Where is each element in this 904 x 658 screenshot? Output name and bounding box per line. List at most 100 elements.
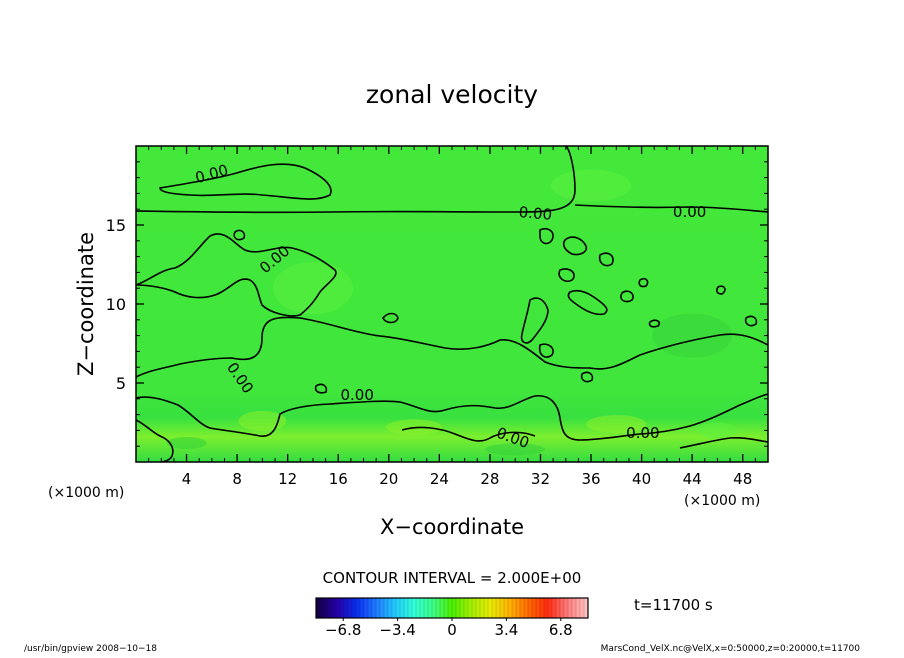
colorbar-cell	[416, 598, 420, 618]
colorbar-cell	[524, 598, 528, 618]
colorbar-cell	[324, 598, 328, 618]
colorbar-cell	[332, 598, 336, 618]
x-axis: 4 8 12 16 20 24 28 32 36 40 44 48	[148, 146, 756, 488]
colorbar-cell	[500, 598, 504, 618]
colorbar-cell	[444, 598, 448, 618]
colorbar-cell	[532, 598, 536, 618]
contour-lines	[136, 146, 768, 462]
contour-interval-text: CONTOUR INTERVAL = 2.000E+00	[323, 569, 582, 587]
x-tick-label: 40	[632, 470, 651, 488]
x-tick-label: 28	[480, 470, 499, 488]
colorbar-cell	[448, 598, 452, 618]
colorbar-cell	[412, 598, 416, 618]
y-tick-label: 15	[106, 216, 126, 235]
x-tick-label: 44	[683, 470, 702, 488]
colorbar-cell	[480, 598, 484, 618]
field-patches	[166, 169, 738, 456]
colorbar-cell	[320, 598, 324, 618]
contour-right-cluster	[520, 227, 634, 358]
colorbar-cell	[392, 598, 396, 618]
colorbar-cell	[556, 598, 560, 618]
colorbar-cell	[352, 598, 356, 618]
colorbar-cell	[452, 598, 456, 618]
colorbar-cell	[372, 598, 376, 618]
colorbar-cell	[460, 598, 464, 618]
field-patch	[166, 437, 207, 450]
field-patch	[652, 313, 733, 358]
x-tick-label: 16	[329, 470, 348, 488]
colorbar-cell	[468, 598, 472, 618]
field-patch	[238, 410, 287, 431]
contour-label: 0.00	[518, 203, 553, 224]
contour-top-lobe	[159, 163, 332, 200]
field-patch	[485, 443, 546, 456]
x-tick-label: 24	[430, 470, 449, 488]
colorbar-tick-label: −3.4	[379, 621, 415, 639]
time-label: t=11700 s	[634, 596, 713, 614]
contour-upper-band	[136, 146, 576, 214]
colorbar-cell	[512, 598, 516, 618]
field-patch	[697, 422, 738, 439]
colorbar-cell	[528, 598, 532, 618]
x-tick-label: 12	[278, 470, 297, 488]
contour-small-closed	[233, 229, 758, 394]
colorbar-cell	[436, 598, 440, 618]
colorbar-cell	[536, 598, 540, 618]
field-patch	[272, 262, 353, 315]
colorbar-cell	[356, 598, 360, 618]
colorbar-cell	[408, 598, 412, 618]
colorbar-cell	[328, 598, 332, 618]
colorbar-cell	[388, 598, 392, 618]
colorbar	[315, 598, 588, 618]
colorbar-cell	[472, 598, 476, 618]
x-axis-title: X−coordinate	[380, 515, 524, 539]
colorbar-cell	[572, 598, 576, 618]
colorbar-cell	[560, 598, 564, 618]
colorbar-cell	[580, 598, 584, 618]
y-tick-label: 5	[116, 374, 126, 393]
x-tick-label: 4	[182, 470, 192, 488]
footer-source: MarsCond_VelX.nc@VelX,x=0:50000,z=0:2000…	[601, 644, 861, 654]
colorbar-cell	[516, 598, 520, 618]
colorbar-cell	[428, 598, 432, 618]
colorbar-cell	[476, 598, 480, 618]
contour-bottom-right	[679, 437, 768, 449]
plot-area: 0.000.00 0.000.000.00 0.000.00 0.00	[136, 146, 768, 462]
colorbar-tick-label: 6.8	[549, 621, 573, 639]
colorbar-cell	[344, 598, 348, 618]
y-axis: 5 10 15	[106, 161, 768, 447]
colorbar-cell	[316, 598, 320, 618]
colorbar-cell	[396, 598, 400, 618]
contour-low-band	[136, 316, 768, 378]
x-tick-label: 8	[232, 470, 242, 488]
field-patch	[586, 415, 647, 434]
contour-label: 0.00	[626, 424, 659, 442]
colorbar-cell	[360, 598, 364, 618]
colorbar-cell	[404, 598, 408, 618]
y-tick-label: 10	[106, 295, 126, 314]
colorbar-cell	[540, 598, 544, 618]
colorbar-cell	[340, 598, 344, 618]
colorbar-cell	[424, 598, 428, 618]
colorbar-cell	[420, 598, 424, 618]
x-tick-label: 36	[581, 470, 600, 488]
y-unit-label: (×1000 m)	[48, 485, 124, 501]
colorbar-cell	[368, 598, 372, 618]
colorbar-cell	[440, 598, 444, 618]
colorbar-cell	[464, 598, 468, 618]
x-tick-label: 48	[733, 470, 752, 488]
colorbar-cell	[568, 598, 572, 618]
colorbar-cell	[504, 598, 508, 618]
colorbar-cell	[400, 598, 404, 618]
contour-left-bottom	[136, 419, 174, 462]
contour-label: 0.00	[673, 203, 706, 221]
contour-bottom-center	[401, 426, 536, 442]
colorbar-cell	[548, 598, 552, 618]
colorbar-ticks: −6.8 −3.4 0 3.4 6.8	[325, 618, 573, 639]
contour-label: 0.00	[340, 386, 373, 404]
colorbar-cell	[520, 598, 524, 618]
chart-title: zonal velocity	[366, 80, 538, 109]
colorbar-cell	[488, 598, 492, 618]
